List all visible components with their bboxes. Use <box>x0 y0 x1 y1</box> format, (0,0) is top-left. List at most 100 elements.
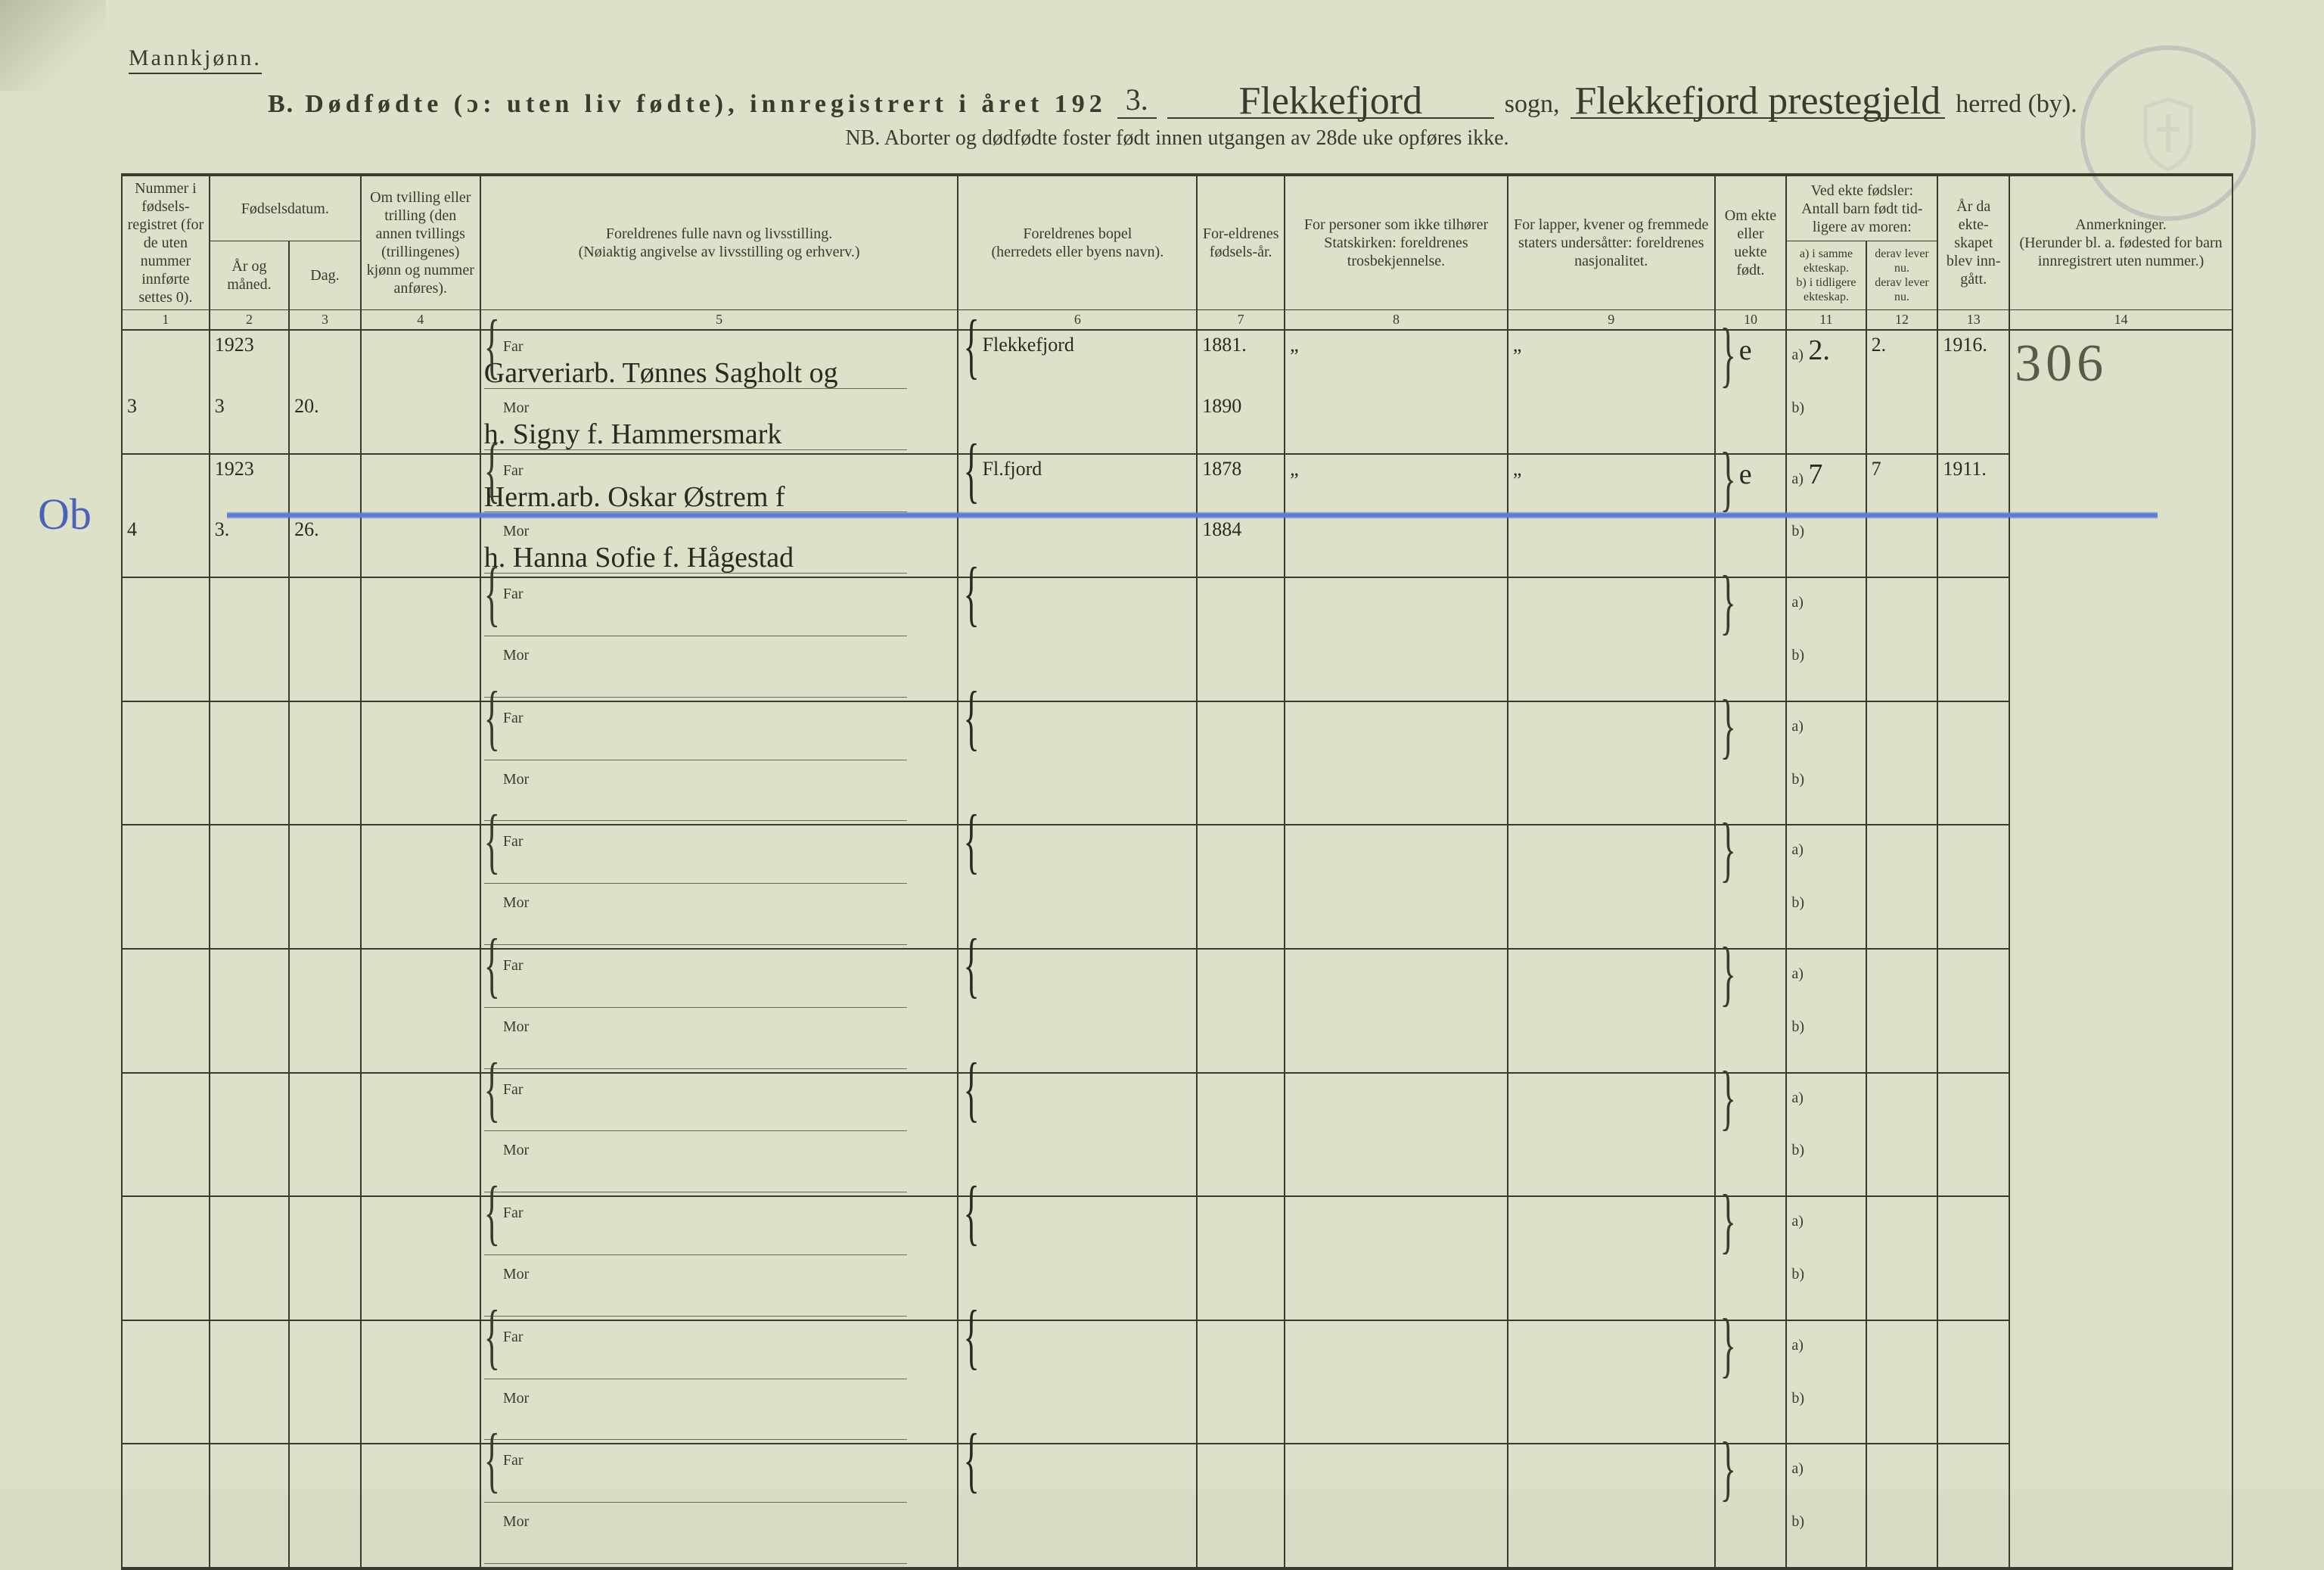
cell-nationality <box>1508 1320 1715 1382</box>
cell-far: {Far <box>480 1444 958 1506</box>
cell-day <box>289 1134 361 1196</box>
table-row: {Mor b) <box>122 1134 2232 1196</box>
cell-twin <box>361 1196 480 1258</box>
cell-religion <box>1285 577 1508 639</box>
cell-13 <box>1937 825 2009 887</box>
cell-12b <box>1866 1134 1938 1196</box>
cell-num <box>122 949 210 1011</box>
cell-far: {Far <box>480 825 958 887</box>
cell-anm <box>2009 1196 2232 1320</box>
cell-day <box>289 1444 361 1506</box>
cell-13 <box>1937 577 2009 639</box>
cell-11b: b) <box>1786 392 1866 454</box>
cell-11a: a) <box>1786 1196 1866 1258</box>
cell-13 <box>1937 1011 2009 1073</box>
colnum: 11 <box>1786 310 1866 331</box>
cell-religion <box>1285 763 1508 825</box>
cell-mor: {Mor <box>480 1258 958 1320</box>
cell-12a: 7 <box>1866 454 1938 516</box>
cell-num <box>122 701 210 763</box>
table-row: {Morb) <box>122 763 2232 825</box>
cell-mor: {Morh. Hanna Sofie f. Hågestad <box>480 515 958 577</box>
cell-12b <box>1866 515 1938 577</box>
cell-num <box>122 330 210 392</box>
cell-far-year <box>1197 1320 1285 1382</box>
cell-nationality <box>1508 515 1715 577</box>
colnum: 9 <box>1508 310 1715 331</box>
cell-13 <box>1937 1134 2009 1196</box>
colnum: 3 <box>289 310 361 331</box>
cell-nationality <box>1508 577 1715 639</box>
table-row: {Morb) <box>122 639 2232 701</box>
cell-anm <box>2009 1444 2232 1568</box>
cell-twin <box>361 577 480 639</box>
col-11-12-group: Ved ekte fødsler: Antall barn født tid-l… <box>1786 175 1937 241</box>
year-suffix: 3. <box>1117 82 1157 119</box>
cell-nationality <box>1508 1134 1715 1196</box>
cell-bopel: { <box>958 1073 1197 1135</box>
cell-year: 1923 <box>210 330 289 392</box>
cell-day <box>289 1258 361 1320</box>
cell-num: 4 <box>122 515 210 577</box>
cell-ekte: } <box>1715 1444 1787 1506</box>
cell-11b: b) <box>1786 1134 1866 1196</box>
table-row: {Morb) <box>122 1382 2232 1444</box>
cell-nationality <box>1508 887 1715 949</box>
margin-note: Ob <box>38 489 92 539</box>
table-row: {Morb) <box>122 1011 2232 1073</box>
cell-num <box>122 1258 210 1320</box>
nb-note: NB. Aborter og dødfødte foster født inne… <box>121 126 2233 151</box>
cell-far-year <box>1197 825 1285 887</box>
cell-mor: {Mor <box>480 639 958 701</box>
cell-twin <box>361 1258 480 1320</box>
cell-11a: a) 2. <box>1786 330 1866 392</box>
cell-twin <box>361 825 480 887</box>
cell-11b: b) <box>1786 1258 1866 1320</box>
cell-nationality <box>1508 1196 1715 1258</box>
cell-nationality <box>1508 639 1715 701</box>
cell-year <box>210 1444 289 1506</box>
cell-religion <box>1285 949 1508 1011</box>
cell-year <box>210 825 289 887</box>
cell-religion <box>1285 1258 1508 1320</box>
cell-mor: {Mor <box>480 1134 958 1196</box>
cell-13: 1911. <box>1937 454 2009 516</box>
cell-num <box>122 825 210 887</box>
cell-twin <box>361 1320 480 1382</box>
col-2-3-group: Fødselsdatum. <box>210 175 361 241</box>
table-row: 43.26.{Morh. Hanna Sofie f. Hågestad1884… <box>122 515 2232 577</box>
cell-bopel: { <box>958 949 1197 1011</box>
colnum: 2 <box>210 310 289 331</box>
cell-twin <box>361 330 480 392</box>
cell-12a <box>1866 701 1938 763</box>
cell-far: {Far <box>480 1073 958 1135</box>
title-main: Dødfødte (ɔ: uten liv fødte), innregistr… <box>305 90 1107 119</box>
cell-12a <box>1866 577 1938 639</box>
cell-13 <box>1937 392 2009 454</box>
cell-num <box>122 1011 210 1073</box>
cell-12b <box>1866 1506 1938 1568</box>
cell-nationality <box>1508 949 1715 1011</box>
ledger-table: Nummer i fødsels-registret (for de uten … <box>121 173 2233 1570</box>
cell-year <box>210 1073 289 1135</box>
cell-bopel: { <box>958 825 1197 887</box>
cell-bopel <box>958 1258 1197 1320</box>
cell-twin <box>361 515 480 577</box>
cell-12a <box>1866 1444 1938 1506</box>
cell-far: {FarHerm.arb. Oskar Østrem f <box>480 454 958 516</box>
cell-13: 1916. <box>1937 330 2009 392</box>
cell-ekte: }e <box>1715 454 1787 516</box>
table-row: {Far{}a) <box>122 1320 2232 1382</box>
cell-mor: {Mor <box>480 1011 958 1073</box>
cell-13 <box>1937 1506 2009 1568</box>
cell-anm <box>2009 825 2232 949</box>
cell-12b <box>1866 763 1938 825</box>
cell-mor: {Mor <box>480 763 958 825</box>
cell-far-year <box>1197 949 1285 1011</box>
cell-12a <box>1866 1196 1938 1258</box>
cell-13 <box>1937 1073 2009 1135</box>
colnum: 6 <box>958 310 1197 331</box>
cell-far-year <box>1197 701 1285 763</box>
colnum: 5 <box>480 310 958 331</box>
table-row: {Far{}a) <box>122 701 2232 763</box>
